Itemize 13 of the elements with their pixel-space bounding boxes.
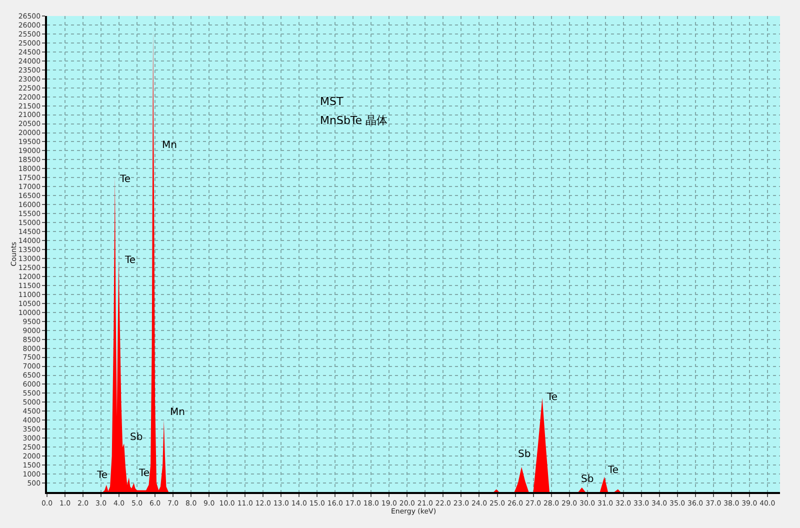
annotation: Te xyxy=(607,465,619,476)
annotation: Te xyxy=(124,255,136,266)
annotation: Te xyxy=(96,470,108,481)
annotation: Te xyxy=(138,468,150,479)
annotation: Sb xyxy=(518,449,531,460)
annotation: Sb xyxy=(130,432,143,443)
annotation: Te xyxy=(119,174,131,185)
annotation: Mn xyxy=(170,407,185,418)
annotation: MST xyxy=(320,95,344,108)
annotation: Mn xyxy=(162,140,177,151)
annotation: Te xyxy=(546,392,558,403)
annotation: MnSbTe 晶体 xyxy=(320,114,388,127)
annotation: Sb xyxy=(581,474,594,485)
